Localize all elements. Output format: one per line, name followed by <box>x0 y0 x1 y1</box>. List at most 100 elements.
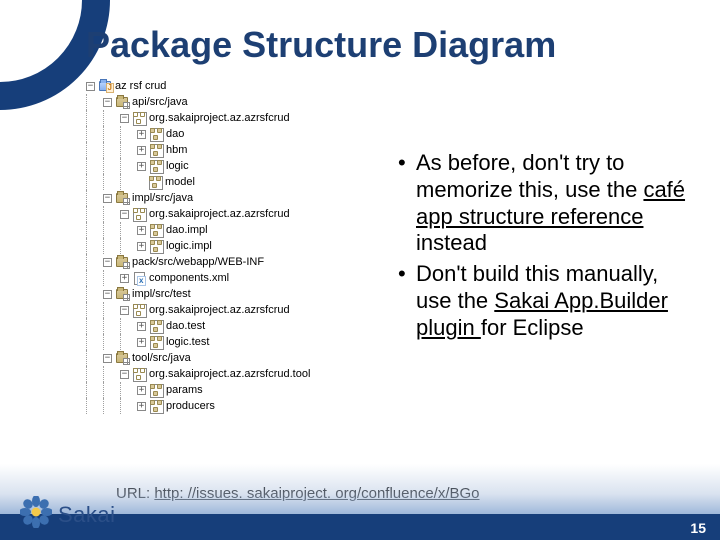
tree-label: params <box>166 384 203 396</box>
tree-label: components.xml <box>149 272 229 284</box>
source-folder-icon <box>115 351 129 365</box>
tree-expander[interactable]: − <box>103 258 112 267</box>
package-empty-icon <box>132 111 146 125</box>
tree-label: org.sakaiproject.az.azrsfcrud <box>149 112 290 124</box>
package-icon <box>149 383 163 397</box>
tree-node[interactable]: + hbm <box>86 142 364 158</box>
bullet-item: • As before, don't try to memorize this,… <box>398 150 688 257</box>
url-line: URL: http: //issues. sakaiproject. org/c… <box>116 485 480 502</box>
tree-node[interactable]: − org.sakaiproject.az.azrsfcrud <box>86 110 364 126</box>
tree-expander[interactable]: + <box>137 322 146 331</box>
tree-label: hbm <box>166 144 187 156</box>
package-empty-icon <box>132 207 146 221</box>
tree-node[interactable]: − api/src/java <box>86 94 364 110</box>
logo-text: Sakai <box>58 502 116 528</box>
tree-expander[interactable]: − <box>120 114 129 123</box>
java-project-icon: J <box>98 79 112 93</box>
package-icon <box>149 143 163 157</box>
tree-node[interactable]: + components.xml <box>86 270 364 286</box>
tree-label: org.sakaiproject.az.azrsfcrud <box>149 208 290 220</box>
tree-expander[interactable]: + <box>137 338 146 347</box>
bullet-text: As before, don't try to memorize this, u… <box>416 150 688 257</box>
package-icon <box>149 335 163 349</box>
tree-label: org.sakaiproject.az.azrsfcrud.tool <box>149 368 310 380</box>
tree-node[interactable]: + dao <box>86 126 364 142</box>
package-icon <box>148 175 162 189</box>
tree-expander[interactable]: + <box>137 242 146 251</box>
tree-label: az rsf crud <box>115 80 166 92</box>
tree-node[interactable]: − org.sakaiproject.az.azrsfcrud <box>86 206 364 222</box>
tree-label: pack/src/webapp/WEB-INF <box>132 256 264 268</box>
package-empty-icon <box>132 303 146 317</box>
slide: Package Structure Diagram −Jaz rsf crud−… <box>0 0 720 540</box>
tree-label: producers <box>166 400 215 412</box>
package-icon <box>149 239 163 253</box>
bullet-item: • Don't build this manually, use the Sak… <box>398 261 688 341</box>
bullet-marker: • <box>398 150 416 257</box>
tree-node[interactable]: + logic.test <box>86 334 364 350</box>
tree-label: logic.test <box>166 336 209 348</box>
package-icon <box>149 159 163 173</box>
tree-label: api/src/java <box>132 96 188 108</box>
tree-label: logic <box>166 160 189 172</box>
tree-expander[interactable]: − <box>103 354 112 363</box>
tree-node[interactable]: − org.sakaiproject.az.azrsfcrud.tool <box>86 366 364 382</box>
package-icon <box>149 127 163 141</box>
tree-label: dao.test <box>166 320 205 332</box>
package-tree: −Jaz rsf crud−api/src/java−org.sakaiproj… <box>86 78 364 414</box>
package-icon <box>149 399 163 413</box>
tree-expander[interactable]: + <box>137 402 146 411</box>
tree-expander[interactable]: − <box>86 82 95 91</box>
tree-label: impl/src/test <box>132 288 191 300</box>
tree-node[interactable]: +dao.impl <box>86 222 364 238</box>
bullet-marker: • <box>398 261 416 341</box>
tree-expander[interactable]: − <box>120 370 129 379</box>
bullet-list: • As before, don't try to memorize this,… <box>398 150 688 346</box>
package-empty-icon <box>132 367 146 381</box>
package-icon <box>149 223 163 237</box>
tree-expander[interactable]: + <box>137 386 146 395</box>
tree-node[interactable]: + producers <box>86 398 364 414</box>
tree-expander[interactable]: + <box>137 146 146 155</box>
bullet-tail: for Eclipse <box>481 315 584 340</box>
tree-expander[interactable]: − <box>120 210 129 219</box>
source-folder-icon <box>115 191 129 205</box>
bullet-lead: As before, don't try to memorize this, u… <box>416 150 643 202</box>
tree-node[interactable]: − impl/src/test <box>86 286 364 302</box>
tree-node[interactable]: + params <box>86 382 364 398</box>
tree-expander[interactable]: + <box>120 274 129 283</box>
tree-label: logic.impl <box>166 240 212 252</box>
slide-title: Package Structure Diagram <box>86 24 556 66</box>
source-folder-icon <box>115 95 129 109</box>
tree-label: impl/src/java <box>132 192 193 204</box>
tree-expander[interactable]: + <box>137 162 146 171</box>
tree-label: dao <box>166 128 184 140</box>
tree-node[interactable]: −Jaz rsf crud <box>86 78 364 94</box>
bullet-text: Don't build this manually, use the Sakai… <box>416 261 688 341</box>
tree-expander[interactable]: − <box>103 194 112 203</box>
tree-node[interactable]: + logic <box>86 158 364 174</box>
url-label: URL: <box>116 485 154 502</box>
tree-expander[interactable]: − <box>103 290 112 299</box>
tree-node[interactable]: − impl/src/java <box>86 190 364 206</box>
tree-node[interactable]: + dao.test <box>86 318 364 334</box>
package-icon <box>149 319 163 333</box>
tree-node[interactable]: + logic.impl <box>86 238 364 254</box>
source-folder-icon <box>115 287 129 301</box>
sakai-logo: Sakai <box>20 496 116 528</box>
url-link[interactable]: http: //issues. sakaiproject. org/conflu… <box>154 485 479 502</box>
tree-expander[interactable]: + <box>137 130 146 139</box>
bullet-tail: instead <box>416 230 487 255</box>
tree-node[interactable]: − tool/src/java <box>86 350 364 366</box>
tree-expander[interactable]: + <box>137 226 146 235</box>
tree-node[interactable]: − org.sakaiproject.az.azrsfcrud <box>86 302 364 318</box>
tree-label: org.sakaiproject.az.azrsfcrud <box>149 304 290 316</box>
tree-node[interactable]: − pack/src/webapp/WEB-INF <box>86 254 364 270</box>
source-folder-icon <box>115 255 129 269</box>
tree-label: model <box>165 176 195 188</box>
tree-expander[interactable]: − <box>120 306 129 315</box>
tree-node: model <box>86 174 364 190</box>
tree-label: tool/src/java <box>132 352 191 364</box>
page-number: 15 <box>690 520 706 536</box>
tree-expander[interactable]: − <box>103 98 112 107</box>
